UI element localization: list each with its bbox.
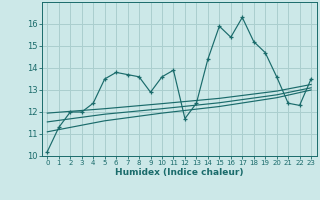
- X-axis label: Humidex (Indice chaleur): Humidex (Indice chaleur): [115, 168, 244, 177]
